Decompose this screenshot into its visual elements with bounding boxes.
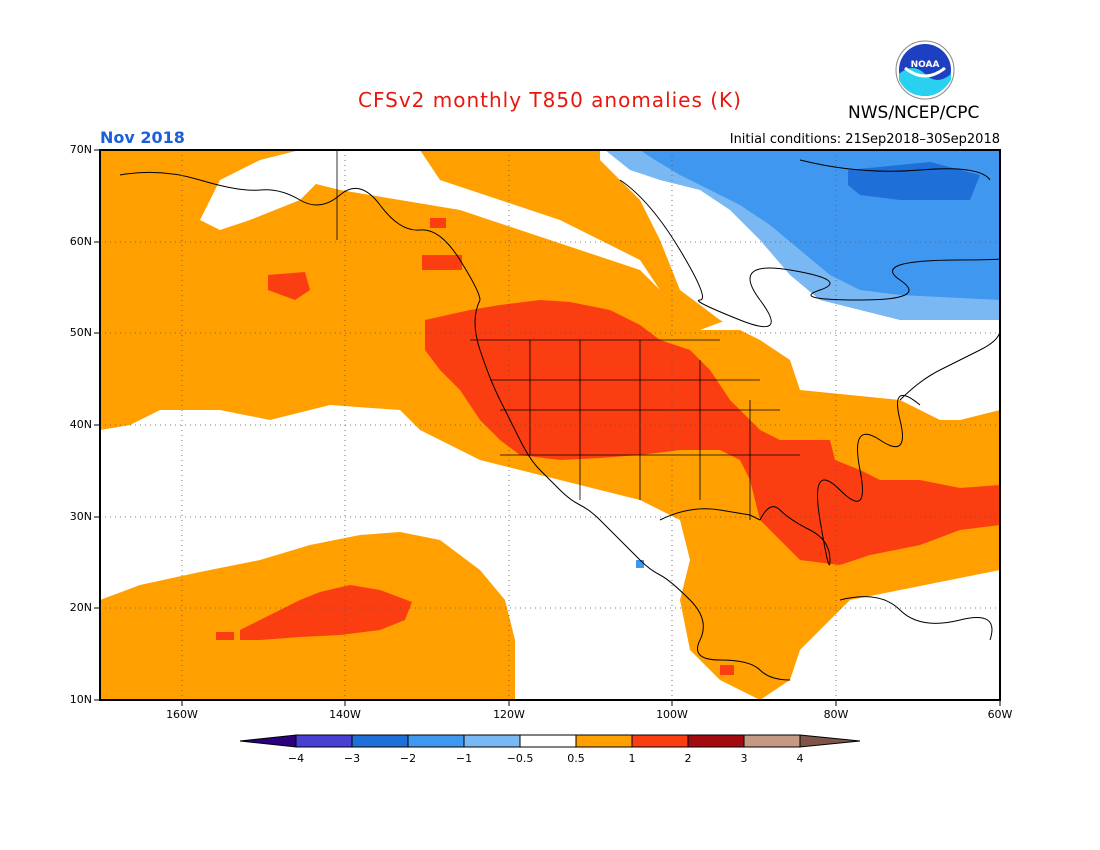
lon-label: 80W — [823, 708, 849, 721]
lon-label: 100W — [656, 708, 688, 721]
lon-label: 120W — [493, 708, 525, 721]
anomaly-region-red — [216, 218, 1000, 675]
colorbar-label: 1 — [628, 752, 636, 765]
colorbar-label: −4 — [287, 752, 305, 765]
lat-label: 20N — [69, 601, 92, 614]
colorbar-arrow-left — [239, 734, 297, 748]
colorbar-bin — [407, 734, 465, 748]
lon-label: 60W — [987, 708, 1013, 721]
initial-conditions: Initial conditions: 21Sep2018–30Sep2018 — [729, 132, 1000, 147]
noaa-logo-icon: NOAA — [895, 40, 955, 100]
colorbar-label: −3 — [343, 752, 361, 765]
lat-label: 10N — [69, 693, 92, 706]
state-boundaries — [470, 339, 800, 520]
colorbar-label: −2 — [399, 752, 417, 765]
colorbar — [239, 734, 861, 748]
colorbar-bin — [295, 734, 353, 748]
lat-label: 70N — [69, 143, 92, 156]
lon-label: 160W — [166, 708, 198, 721]
map-frame — [99, 149, 1001, 701]
coastlines — [119, 159, 1000, 681]
colorbar-label: 4 — [796, 752, 804, 765]
colorbar-bin — [575, 734, 633, 748]
colorbar-label: −1 — [455, 752, 473, 765]
colorbar-arrow-right — [799, 734, 861, 748]
lat-label: 60N — [69, 235, 92, 248]
colorbar-bin — [631, 734, 689, 748]
forecast-month: Nov 2018 — [100, 128, 185, 147]
logo-text: NOAA — [911, 60, 940, 70]
colorbar-bin — [351, 734, 409, 748]
chart-title: CFSv2 monthly T850 anomalies (K) — [358, 88, 742, 112]
colorbar-bin — [463, 734, 521, 748]
colorbar-label: 3 — [740, 752, 748, 765]
colorbar-label: 2 — [684, 752, 692, 765]
lon-label: 140W — [329, 708, 361, 721]
colorbar-bin — [687, 734, 745, 748]
grid-lines — [100, 150, 1000, 700]
lat-label: 40N — [69, 418, 92, 431]
lat-label: 30N — [69, 510, 92, 523]
colorbar-label: −0.5 — [506, 752, 534, 765]
colorbar-bin — [743, 734, 801, 748]
agency-label: NWS/NCEP/CPC — [848, 103, 980, 123]
colorbar-bin — [519, 734, 577, 748]
lat-label: 50N — [69, 326, 92, 339]
colorbar-label: 0.5 — [567, 752, 585, 765]
